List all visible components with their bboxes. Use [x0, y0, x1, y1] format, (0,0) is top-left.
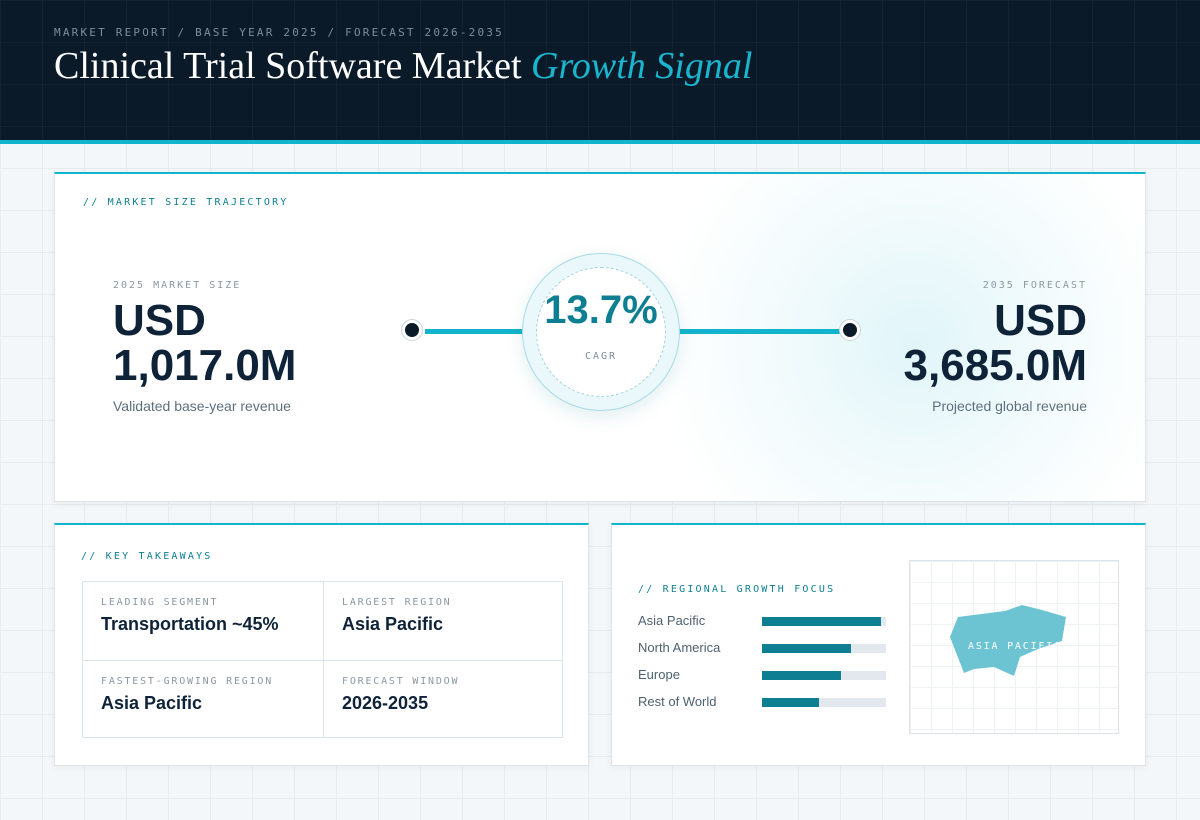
- takeaway-cell: LEADING SEGMENT Transportation ~45%: [83, 582, 323, 660]
- region-bar-track: [762, 671, 886, 680]
- takeaways-label: // KEY TAKEAWAYS: [81, 551, 213, 562]
- region-bar-fill: [762, 617, 882, 626]
- start-kpi-value: USD 1,017.0M: [113, 298, 296, 388]
- map-region-label: ASIA PACIFIC: [968, 641, 1062, 652]
- background-glow: [655, 174, 1145, 501]
- takeaway-cell: LARGEST REGION Asia Pacific: [323, 582, 563, 660]
- cagr-badge: 13.7% CAGR: [522, 253, 680, 411]
- start-kpi-sub: Validated base-year revenue: [113, 398, 291, 414]
- end-kpi-sub: Projected global revenue: [932, 398, 1087, 414]
- asia-pacific-map-shape: [950, 605, 1066, 676]
- title-accent: Growth Signal: [531, 45, 753, 87]
- start-kpi-amount: 1,017.0M: [113, 341, 297, 390]
- takeaway-cell: FASTEST-GROWING REGION Asia Pacific: [83, 660, 323, 738]
- end-kpi-label: 2035 FORECAST: [982, 280, 1087, 291]
- end-kpi-value: USD 3,685.0M: [904, 298, 1087, 388]
- takeaway-label: LEADING SEGMENT: [101, 597, 219, 608]
- end-dot: [840, 320, 860, 340]
- region-map: ASIA PACIFIC: [909, 560, 1119, 734]
- takeaways-grid: LEADING SEGMENT Transportation ~45% LARG…: [82, 581, 563, 738]
- start-kpi-label: 2025 MARKET SIZE: [113, 280, 242, 291]
- regional-label: // REGIONAL GROWTH FOCUS: [638, 584, 836, 595]
- report-header: MARKET REPORT / BASE YEAR 2025 / FORECAS…: [0, 0, 1200, 144]
- market-size-trajectory-card: // MARKET SIZE TRAJECTORY 2025 MARKET SI…: [54, 172, 1146, 502]
- start-dot: [402, 320, 422, 340]
- region-bar-track: [762, 698, 886, 707]
- trajectory-label: // MARKET SIZE TRAJECTORY: [83, 197, 289, 208]
- region-row: North America: [638, 639, 888, 657]
- region-row: Rest of World: [638, 693, 888, 711]
- region-row: Asia Pacific: [638, 612, 888, 630]
- report-eyebrow: MARKET REPORT / BASE YEAR 2025 / FORECAS…: [54, 26, 504, 39]
- cagr-label: CAGR: [584, 351, 618, 362]
- cagr-value: 13.7%: [544, 288, 658, 332]
- takeaway-label: FORECAST WINDOW: [342, 676, 460, 687]
- takeaway-label: FASTEST-GROWING REGION: [101, 676, 274, 687]
- end-kpi-currency: USD: [994, 296, 1087, 345]
- region-bar-fill: [762, 644, 852, 653]
- takeaway-value: 2026-2035: [342, 693, 429, 713]
- page-title: Clinical Trial Software Market Growth Si…: [54, 44, 752, 88]
- takeaway-value: Asia Pacific: [342, 614, 444, 634]
- region-bar-fill: [762, 671, 842, 680]
- takeaway-value: Transportation ~45%: [101, 614, 279, 634]
- key-takeaways-card: // KEY TAKEAWAYS LEADING SEGMENT Transpo…: [54, 523, 589, 766]
- region-name: North America: [638, 640, 721, 655]
- end-kpi-amount: 3,685.0M: [903, 341, 1087, 390]
- takeaway-cell: FORECAST WINDOW 2026-2035: [323, 660, 563, 738]
- region-name: Europe: [638, 667, 680, 682]
- start-kpi-currency: USD: [113, 296, 206, 345]
- region-name: Rest of World: [638, 694, 717, 709]
- region-bar-track: [762, 644, 886, 653]
- cagr-inner-ring: [536, 267, 666, 397]
- takeaway-label: LARGEST REGION: [342, 597, 452, 608]
- title-main: Clinical Trial Software Market: [54, 45, 522, 87]
- region-row: Europe: [638, 666, 888, 684]
- region-bar-fill: [762, 698, 820, 707]
- regional-growth-card: // REGIONAL GROWTH FOCUS Asia Pacific No…: [611, 523, 1146, 766]
- region-bar-track: [762, 617, 886, 626]
- region-name: Asia Pacific: [638, 613, 706, 628]
- takeaway-value: Asia Pacific: [101, 693, 203, 713]
